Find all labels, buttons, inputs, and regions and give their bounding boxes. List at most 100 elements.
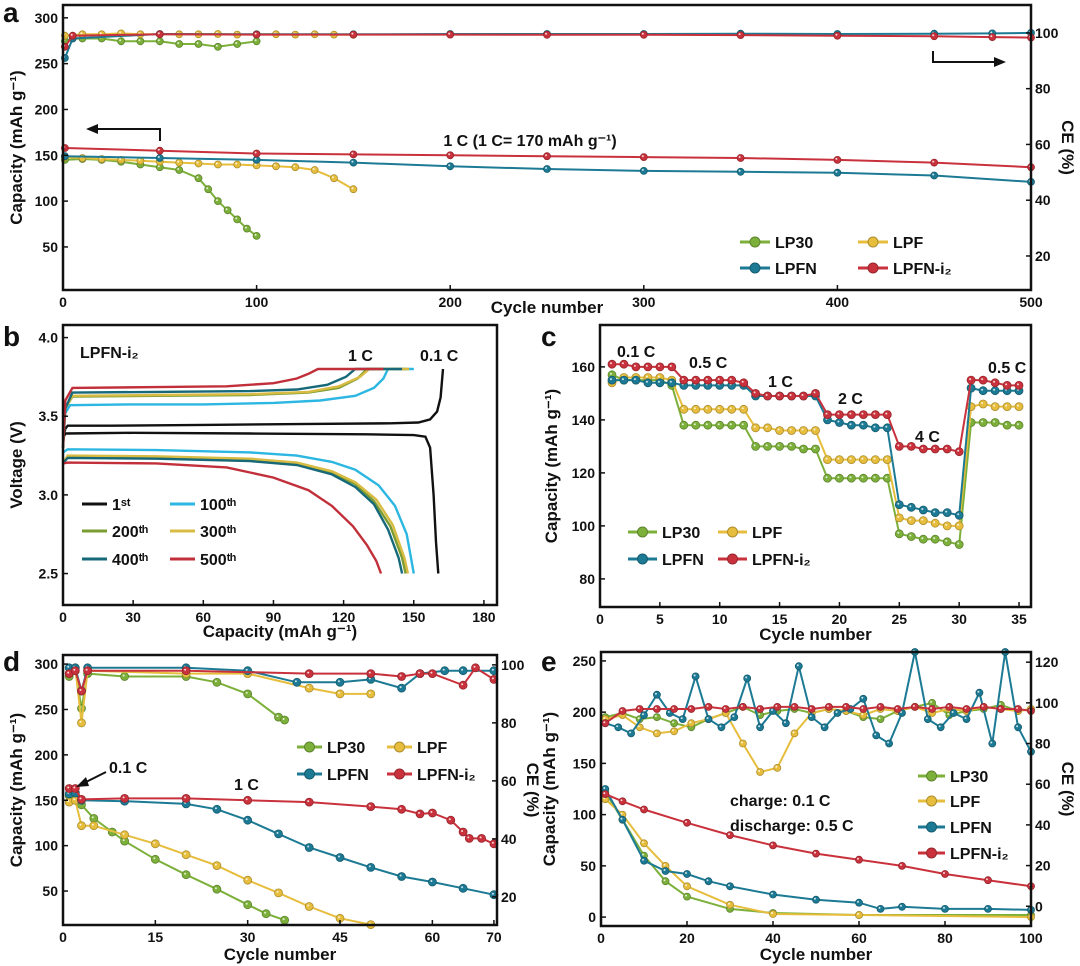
data-point-highlight <box>861 713 864 716</box>
data-point-highlight <box>789 428 792 431</box>
data-point <box>988 739 997 748</box>
data-point <box>243 689 253 699</box>
y2-tick-label: 60 <box>501 773 517 789</box>
data-point-highlight <box>603 787 606 789</box>
data-point-highlight <box>835 33 838 36</box>
data-point-highlight <box>693 423 696 426</box>
data-point-highlight <box>491 668 494 671</box>
y-axis-label: Capacity (mAh g⁻¹) <box>7 713 26 867</box>
data-point <box>954 447 964 457</box>
data-point <box>136 37 145 46</box>
data-point <box>310 166 319 174</box>
data-point-highlight <box>837 412 840 415</box>
x-tick-label: 100 <box>1019 930 1043 946</box>
data-point-highlight <box>122 832 125 835</box>
data-point <box>212 884 222 894</box>
legend-label: LPF <box>417 740 447 757</box>
data-point <box>941 905 949 913</box>
data-point <box>446 815 456 825</box>
data-point-highlight <box>861 412 864 415</box>
data-point-highlight <box>957 449 960 452</box>
data-point <box>997 705 1005 713</box>
data-point <box>304 797 314 807</box>
legend-marker <box>926 847 937 859</box>
data-point-highlight <box>338 916 340 919</box>
data-point-highlight <box>740 704 743 707</box>
y2-tick-label: 100 <box>1035 695 1059 711</box>
data-point <box>653 705 661 713</box>
legend-item: LPFN-i₂ <box>918 846 1009 863</box>
data-point <box>233 160 242 169</box>
data-point-highlight <box>312 168 315 170</box>
data-point-highlight <box>1016 707 1019 709</box>
data-point-highlight <box>67 786 70 789</box>
data-point-highlight <box>654 707 657 709</box>
data-point-highlight <box>993 388 996 391</box>
data-point <box>683 870 691 878</box>
data-point-highlight <box>214 680 217 683</box>
data-point-highlight <box>491 677 494 680</box>
data-point <box>962 715 971 723</box>
data-point <box>304 683 314 693</box>
data-point-highlight <box>681 378 684 381</box>
data-point-highlight <box>399 807 402 810</box>
data-point-highlight <box>857 913 859 915</box>
data-point-highlight <box>245 691 248 694</box>
y-tick-label: 250 <box>35 701 59 717</box>
data-point-highlight <box>947 713 950 716</box>
data-point-highlight <box>813 428 816 431</box>
data-point <box>769 841 777 850</box>
legend-marker <box>637 526 648 538</box>
panel-letter: d <box>3 646 20 677</box>
data-point <box>1002 380 1012 390</box>
data-point-highlight <box>777 428 780 431</box>
data-point-highlight <box>765 444 768 447</box>
data-point <box>181 666 191 676</box>
data-point <box>349 185 358 194</box>
series-line <box>64 156 354 191</box>
data-point-highlight <box>461 886 464 889</box>
data-point <box>679 404 689 414</box>
data-point <box>871 423 880 433</box>
legend-marker <box>304 768 315 780</box>
data-point-highlight <box>813 447 816 449</box>
data-point <box>833 31 842 40</box>
legend-label: LPFN <box>775 261 817 278</box>
data-point <box>243 815 253 825</box>
data-point <box>769 890 777 899</box>
data-point-highlight <box>814 851 816 854</box>
data-point <box>291 163 300 172</box>
data-point <box>243 666 253 676</box>
annotation: 0.1 C <box>109 760 148 777</box>
data-point <box>876 905 885 913</box>
data-point-highlight <box>399 874 402 877</box>
panel-c: c 0 5 10 15 20 25 30 35 80 100 120 140 160 Cycle numbe… <box>541 321 1033 644</box>
data-point <box>871 410 880 420</box>
data-point <box>640 856 648 865</box>
data-point-highlight <box>448 164 451 167</box>
data-point-highlight <box>368 865 371 868</box>
data-point <box>471 663 480 673</box>
legend-item: 200ᵗʰ <box>82 524 148 541</box>
data-point-highlight <box>637 717 640 720</box>
data-point-highlight <box>461 683 464 686</box>
data-point <box>894 529 904 539</box>
data-point-highlight <box>157 156 160 158</box>
series-line <box>61 367 410 448</box>
data-point <box>876 715 885 723</box>
data-point-highlight <box>909 505 912 508</box>
data-point <box>261 909 271 919</box>
data-point <box>954 540 964 549</box>
legend: LP30 LPF LPFN LPFN-i₂ <box>628 525 811 569</box>
data-point <box>77 686 86 696</box>
data-point-highlight <box>80 32 83 35</box>
data-point-highlight <box>633 364 636 367</box>
data-point-highlight <box>545 167 547 169</box>
x-tick-label: 90 <box>266 609 282 625</box>
legend-label: 500ᵗʰ <box>200 552 236 569</box>
data-point <box>397 872 407 881</box>
data-point <box>942 521 952 531</box>
data-point <box>640 711 648 719</box>
data-point-highlight <box>706 717 709 720</box>
